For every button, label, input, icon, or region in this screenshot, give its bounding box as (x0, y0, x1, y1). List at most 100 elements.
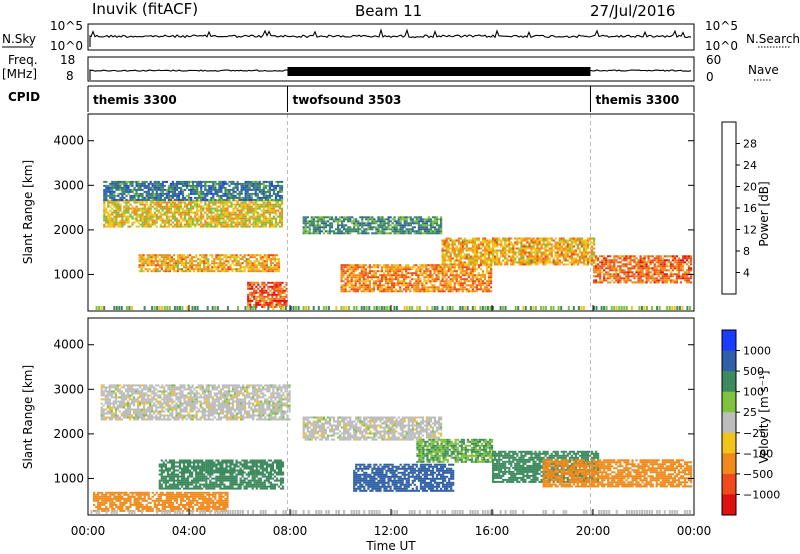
heatmap-cell (246, 205, 249, 208)
heatmap-cell (262, 182, 265, 185)
heatmap-cell (137, 198, 140, 201)
heatmap-cell (188, 180, 191, 183)
heatmap-cell (168, 260, 171, 263)
heatmap-cell (617, 277, 620, 280)
heatmap-cell (264, 190, 267, 193)
heatmap-cell (263, 260, 266, 263)
heatmap-cell (453, 241, 456, 244)
heatmap-cell (263, 285, 266, 288)
heatmap-cell (146, 270, 149, 273)
heatmap-cell (502, 245, 505, 248)
heatmap-cell (415, 264, 418, 267)
heatmap-cell (272, 190, 275, 193)
heatmap-cell (389, 224, 392, 227)
heatmap-cell (534, 253, 537, 256)
heatmap-cell (657, 279, 660, 282)
heatmap-cell (653, 273, 656, 276)
heatmap-cell (641, 279, 644, 282)
heatmap-cell (665, 259, 668, 262)
heatmap-cell (155, 184, 158, 187)
heatmap-cell (214, 180, 217, 183)
heatmap-cell (625, 259, 628, 262)
heatmap-cell (206, 221, 209, 224)
heatmap-cell (453, 278, 456, 281)
heatmap-cell (129, 194, 132, 197)
heatmap-cell (564, 257, 567, 260)
heatmap-cell (201, 254, 204, 257)
heatmap-cell (449, 280, 452, 283)
heatmap-cell (384, 264, 388, 267)
heatmap-cell (375, 222, 378, 225)
heatmap-cell (263, 297, 266, 300)
heatmap-cell (512, 263, 515, 266)
heatmap-cell (488, 239, 491, 242)
heatmap-cell (485, 286, 489, 289)
heatmap-cell (162, 264, 165, 267)
heatmap-cell (245, 262, 248, 265)
heatmap-cell (196, 180, 199, 183)
heatmap-cell (586, 245, 590, 248)
heatmap-cell (203, 264, 206, 267)
heatmap-cell (370, 278, 373, 281)
heatmap-cell (556, 257, 559, 260)
cpid-segment-label: twofsound 3503 (292, 93, 401, 107)
heatmap-cell (190, 219, 193, 222)
heatmap-cell (144, 260, 147, 263)
heatmap-cell (166, 254, 169, 257)
heatmap-cell (250, 201, 253, 204)
heatmap-cell (200, 188, 203, 191)
heatmap-cell (239, 258, 242, 261)
heatmap-cell (530, 241, 533, 244)
heatmap-cell (171, 217, 174, 220)
heatmap-cell (427, 264, 430, 267)
heatmap-cell (131, 215, 134, 218)
heatmap-cell (249, 293, 252, 296)
heatmap-cell (272, 203, 275, 206)
heatmap-cell (599, 281, 602, 284)
heatmap-cell (203, 256, 206, 259)
heatmap-cell (421, 284, 424, 287)
heatmap-cell (218, 217, 221, 220)
heatmap-cell (248, 186, 251, 189)
heatmap-cell (613, 257, 616, 260)
heatmap-cell (274, 225, 278, 228)
heatmap-cell (248, 192, 251, 195)
heatmap-cell (175, 182, 179, 185)
heatmap-cell (302, 222, 305, 225)
heatmap-cell (177, 221, 181, 224)
heatmap-cell (477, 255, 481, 258)
heatmap-cell (399, 266, 402, 269)
heatmap-cell (481, 239, 485, 242)
heatmap-cell (479, 278, 483, 281)
heatmap-cell (381, 232, 384, 235)
heatmap-cell (190, 207, 193, 210)
heatmap-cell (306, 220, 309, 223)
heatmap-cell (196, 188, 199, 191)
heatmap-cell (204, 184, 207, 187)
heatmap-cell (105, 192, 108, 195)
heatmap-cell (625, 271, 628, 274)
heatmap-cell (239, 268, 242, 271)
heatmap-cell (198, 196, 201, 199)
heatmap-cell (260, 225, 263, 228)
heatmap-cell (271, 268, 274, 271)
heatmap-cell (234, 205, 237, 208)
heatmap-cell (508, 237, 511, 240)
heatmap-cell (193, 268, 196, 271)
heatmap-cell (540, 253, 543, 256)
heatmap-cell (552, 245, 555, 248)
heatmap-cell (524, 239, 527, 242)
heatmap-cell (459, 241, 462, 244)
heatmap-cell (249, 297, 252, 300)
heatmap-cell (609, 275, 612, 278)
heatmap-cell (200, 213, 203, 216)
heatmap-cell (260, 198, 263, 201)
heatmap-cell (223, 254, 226, 257)
heatmap-cell (247, 270, 250, 273)
heatmap-cell (580, 241, 584, 244)
heatmap-cell (574, 253, 577, 256)
heatmap-cell (647, 259, 650, 262)
heatmap-cell (518, 251, 521, 254)
heatmap-cell (673, 261, 676, 264)
heatmap-cell (248, 207, 251, 210)
